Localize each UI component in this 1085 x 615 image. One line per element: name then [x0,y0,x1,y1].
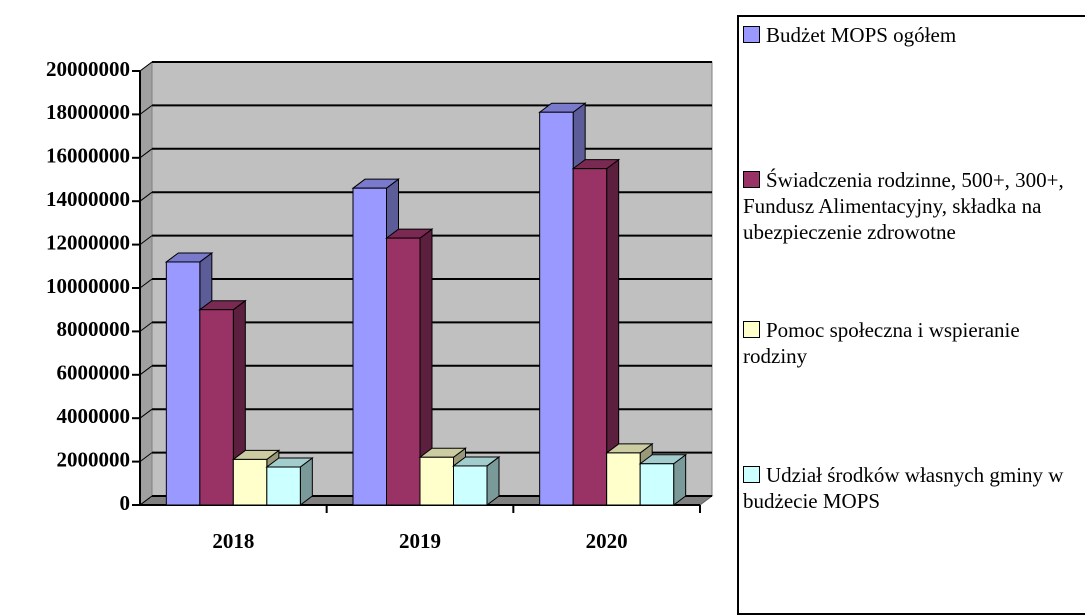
bar [352,187,387,506]
legend-entry: Świadczenia rodzinne, 500+, 300+, Fundus… [743,167,1085,245]
bar [539,111,574,506]
legend-entry: Udział środków własnych gminy w budżecie… [743,462,1085,514]
x-tick-label: 2020 [586,529,628,553]
y-tick-label: 12000000 [46,230,130,254]
bar [266,466,301,506]
legend-label: Udział środków własnych gminy w budżecie… [743,463,1064,513]
chart: 0 2000000 4000000 6000000 8000000 10000000 120… [46,57,714,553]
tick-diag [139,105,153,115]
tick-diag [139,452,153,463]
legend-label: Świadczenia rodzinne, 500+, 300+, Fundus… [743,168,1064,244]
legend-entry: Budżet MOPS ogółem [743,22,1085,48]
y-tick-label: 2000000 [57,447,131,471]
bar [199,309,234,506]
legend-label: Pomoc społeczna i wspieranie rodziny [743,318,1020,368]
tick-diag [139,235,153,246]
tick-diag [139,61,153,72]
y-tick-label: 4000000 [57,404,131,428]
tick-diag [139,495,153,506]
bar [572,168,608,506]
y-tick-label: 0 [120,491,131,515]
y-tick-label: 20000000 [46,57,130,81]
y-tick-label: 10000000 [46,274,130,298]
tick-diag [139,408,153,419]
tick-diag [139,148,153,159]
bar [386,237,421,506]
tick-diag [139,321,153,332]
tick-diag [139,278,153,289]
legend-label: Budżet MOPS ogółem [766,23,957,47]
y-tick-label: 6000000 [57,361,131,385]
bar [165,261,201,506]
bar [639,463,675,506]
bar [232,458,268,506]
legend-swatch [743,466,760,483]
y-tick-label: 18000000 [46,100,130,124]
y-tick-label: 16000000 [46,144,130,168]
legend-swatch [743,26,760,43]
legend: Budżet MOPS ogółem Świadczenia rodzinne, … [737,15,1085,615]
x-tick-label: 2018 [212,529,254,553]
legend-entry: Pomoc społeczna i wspieranie rodziny [743,317,1085,369]
tick-diag [139,191,153,202]
legend-swatch [743,321,760,338]
bar [453,465,488,506]
x-tick-label: 2019 [399,529,441,553]
y-tick-label: 14000000 [46,187,130,211]
bar [419,456,454,506]
legend-swatch [743,171,760,188]
bar [606,452,641,506]
y-tick-label: 8000000 [57,317,131,341]
tick-diag [139,365,153,376]
page: {"chart_data": {"type": "bar3d", "catego… [46,15,1085,615]
